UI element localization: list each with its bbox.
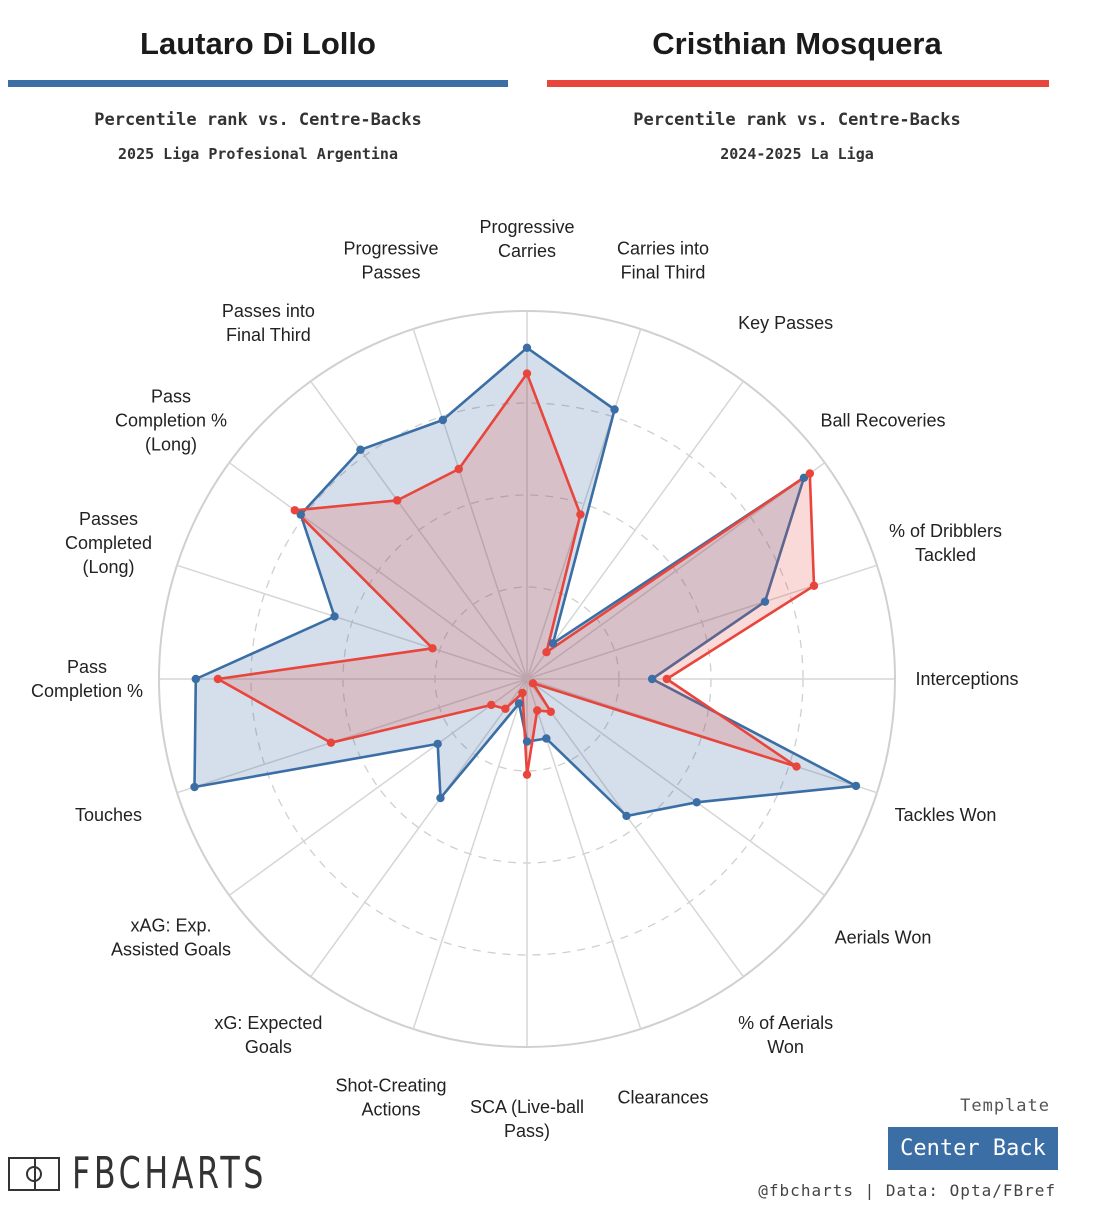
series-1-point: [522, 343, 532, 352]
series-2-point: [501, 704, 510, 713]
spoke: [228, 462, 528, 680]
axis-label: Carries into Final Third: [617, 239, 709, 283]
player-2-competition: 2024-2025 La Liga: [720, 145, 874, 163]
fbcharts-logo: FBCHARTS: [8, 1148, 343, 1199]
axis-label: Ball Recoveries: [820, 410, 945, 430]
series-1-point: [522, 737, 532, 746]
axis-label: Tackles Won: [895, 805, 997, 825]
spoke: [526, 462, 826, 680]
series-1-point: [760, 597, 770, 606]
series-2-point: [805, 469, 815, 478]
series-2-point: [454, 464, 463, 474]
axis-label: xAG: Exp. Assisted Goals: [111, 916, 231, 960]
spoke: [526, 564, 878, 680]
axis-label: Pass Completion % (Long): [115, 386, 227, 454]
series-1-point: [191, 674, 200, 684]
spoke: [526, 328, 642, 680]
data-credit: @fbcharts | Data: Opta/FBref: [758, 1181, 1056, 1200]
series-2-point: [487, 700, 496, 710]
series-2-point: [528, 679, 538, 688]
series-1-point: [190, 782, 199, 792]
spoke: [412, 328, 528, 680]
axis-label: Clearances: [617, 1088, 708, 1108]
series-1-point: [799, 473, 809, 483]
series-1-point: [438, 415, 448, 425]
axis-label: Passes Completed (Long): [65, 509, 152, 577]
radar-series: [190, 343, 861, 821]
axis-label: Progressive Carries: [479, 217, 574, 261]
series-1-point: [296, 510, 305, 519]
axis-label: Touches: [75, 805, 142, 825]
series-2-point: [428, 644, 437, 653]
series-1-point: [436, 793, 445, 803]
series-2-point: [533, 706, 542, 715]
axis-label: Shot-Creating Actions: [335, 1076, 446, 1120]
series-2-point: [662, 674, 672, 684]
axis-label: Passes into Final Third: [222, 301, 315, 345]
axis-label: xG: Expected Goals: [214, 1013, 322, 1057]
spoke: [310, 678, 528, 978]
spoke: [526, 678, 826, 896]
series-2-point: [522, 369, 532, 378]
player-1-competition: 2025 Liga Profesional Argentina: [118, 145, 398, 163]
series-1-point: [542, 734, 551, 743]
series-1-point: [692, 798, 701, 807]
spoke: [412, 678, 528, 1030]
series-2-point: [393, 496, 402, 505]
series-1-point: [622, 811, 631, 821]
series-2-point: [576, 510, 585, 519]
series-1-point: [356, 445, 365, 454]
spoke: [176, 678, 528, 794]
axis-label: Interceptions: [915, 669, 1018, 689]
player-2-subtitle: Percentile rank vs. Centre-Backs: [633, 110, 961, 130]
spoke: [176, 564, 528, 680]
spoke: [526, 678, 744, 978]
series-2-point: [809, 581, 819, 590]
axis-label: SCA (Live-ball Pass): [470, 1097, 584, 1141]
series-1-point: [548, 639, 558, 648]
series-1-point: [851, 781, 861, 791]
radar-axis-labels: Progressive Carries Carries into Final Thir…: [31, 217, 1019, 1141]
template-badge: Center Back: [888, 1127, 1058, 1170]
player-2-name: Cristhian Mosquera: [652, 26, 942, 61]
axis-label: % of Dribblers Tackled: [889, 521, 1002, 565]
axis-label: % of Aerials Won: [738, 1013, 833, 1057]
series-2-point: [522, 770, 532, 779]
brand-text: FBCHARTS: [72, 1148, 267, 1199]
series-2-point: [546, 707, 555, 716]
series-1-point: [330, 612, 339, 621]
player-1-subtitle: Percentile rank vs. Centre-Backs: [94, 110, 422, 130]
player-1-name: Lautaro Di Lollo: [140, 26, 376, 61]
spoke: [310, 380, 528, 680]
spoke: [526, 380, 744, 680]
series-2-point: [213, 674, 223, 684]
axis-label: Key Passes: [738, 313, 833, 333]
template-label: Template: [960, 1096, 1050, 1116]
series-1-point: [514, 699, 524, 708]
series-2-point: [542, 648, 551, 657]
series-2-point: [518, 688, 527, 698]
spoke: [228, 678, 528, 896]
player-2-color-bar: [547, 80, 1049, 87]
series-1-point: [610, 405, 619, 414]
axis-label: Progressive Passes: [343, 239, 438, 283]
pitch-icon: [8, 1156, 60, 1191]
series-2-point: [290, 506, 299, 515]
series-2-point: [792, 762, 801, 771]
series-2-point: [326, 738, 336, 747]
axis-label: Aerials Won: [835, 928, 932, 948]
player-1-color-bar: [8, 80, 508, 87]
axis-label: Pass Completion %: [31, 657, 143, 701]
series-1-point: [433, 739, 442, 749]
series-1-point: [647, 674, 657, 684]
